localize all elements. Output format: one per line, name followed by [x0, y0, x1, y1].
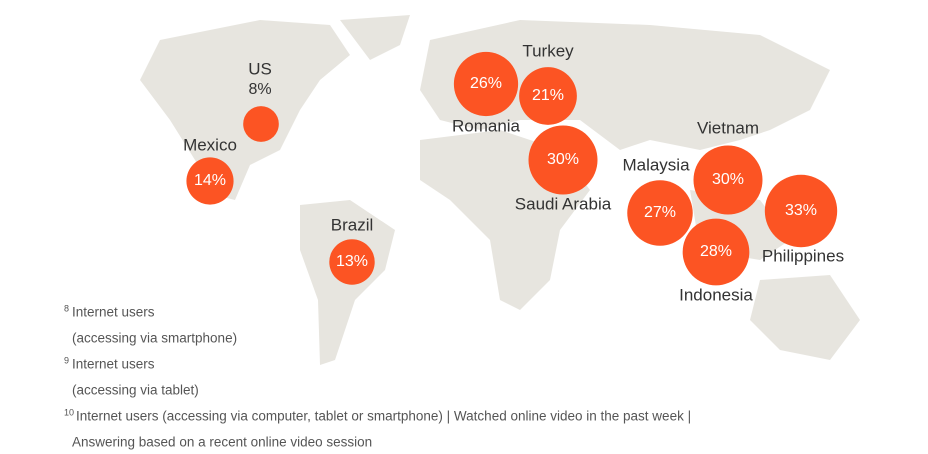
country-label: Philippines	[762, 246, 844, 265]
bubble	[682, 218, 750, 286]
bubble	[764, 174, 838, 248]
footnote-mark: 9	[64, 355, 69, 365]
bubble	[453, 51, 519, 117]
bubble	[329, 239, 375, 285]
value-label: 30%	[712, 171, 744, 188]
footnote-mark: 8	[64, 303, 69, 313]
country-label: Mexico	[183, 135, 237, 154]
value-label: 27%	[644, 204, 676, 221]
country-label: Saudi Arabia	[515, 194, 612, 213]
value-label: 30%	[547, 151, 579, 168]
value-label: 13%	[336, 253, 368, 270]
value-label: 8%	[248, 81, 271, 98]
bubble	[243, 106, 279, 142]
country-label: Turkey	[522, 41, 574, 60]
value-label: 14%	[194, 172, 226, 189]
value-label: 26%	[470, 75, 502, 92]
value-label: 28%	[700, 243, 732, 260]
bubble	[627, 180, 693, 246]
footnote-line: (accessing via smartphone)	[72, 331, 237, 346]
value-label: 21%	[532, 87, 564, 104]
country-label: Indonesia	[679, 285, 753, 304]
value-label: 33%	[785, 202, 817, 219]
country-label: Vietnam	[697, 118, 759, 137]
footnote-mark: 10	[64, 407, 74, 417]
bubble	[519, 67, 577, 125]
footnote-line: (accessing via tablet)	[72, 383, 199, 398]
footnote-line: Internet users (accessing via computer, …	[76, 409, 691, 424]
country-label: US	[248, 59, 272, 78]
country-label: Romania	[452, 116, 521, 135]
country-label: Malaysia	[622, 155, 690, 174]
country-label: Brazil	[331, 215, 374, 234]
footnote-line: Internet users	[72, 357, 155, 372]
footnote-line: Answering based on a recent online video…	[72, 435, 372, 450]
bubble	[186, 157, 234, 205]
bubble	[693, 145, 763, 215]
footnotes: 8 Internet users(accessing via smartphone…	[64, 303, 691, 449]
bubble	[528, 125, 598, 195]
footnote-line: Internet users	[72, 305, 155, 320]
bubbles: US 8% Mexico 14% Brazil 13% Romania 26% Turkey 21…	[183, 41, 844, 304]
